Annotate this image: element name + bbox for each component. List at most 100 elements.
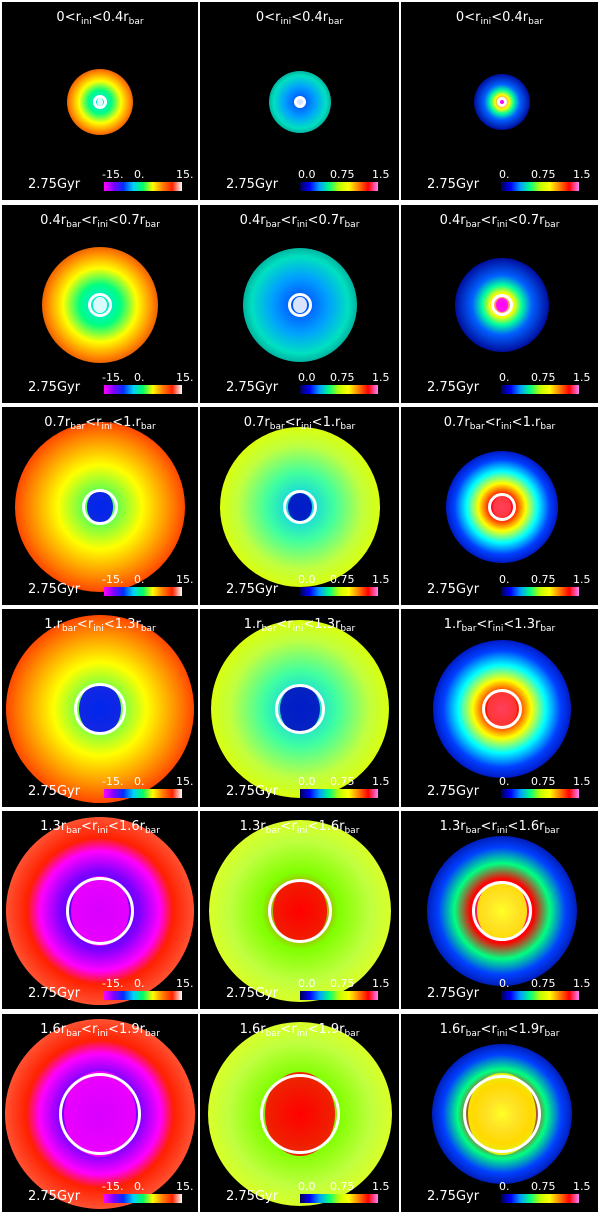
map-panel: 0.4rbar<rini<0.7rbar 2.75Gyr 0.0 0.75 1.5: [200, 205, 399, 403]
bar-radius-circle: [490, 294, 513, 316]
colorbar-tick-label: 0.75: [330, 573, 355, 586]
bar-radius-circle: [496, 97, 507, 107]
title-text: 0.7r: [518, 213, 545, 228]
bar-radius-circle: [481, 689, 522, 729]
colorbar-tick-label: 1.5: [372, 168, 390, 181]
title-subscript: bar: [540, 624, 556, 634]
less-than-symbol: <: [511, 415, 523, 430]
colorbar-tick-label: 0.: [134, 573, 145, 586]
colorbar-tick-label: 1.5: [372, 775, 390, 788]
colorbar-tick-label: 0.75: [531, 775, 556, 788]
map-panel: 1.6rbar<rini<1.9rbar 2.75Gyr -15. 0. 15.: [2, 1014, 198, 1212]
bar-radius-circle: [74, 683, 126, 735]
title-text: r: [291, 213, 297, 228]
less-than-symbol: <: [476, 617, 488, 632]
title-subscript: ini: [296, 826, 308, 836]
map-panel: 1.6rbar<rini<1.9rbar 2.75Gyr 0.0 0.75 1.5: [200, 1014, 399, 1212]
colorbar: [104, 789, 182, 798]
colorbar-tick-label: 0.: [499, 573, 510, 586]
title-text: 1.3r: [314, 617, 341, 632]
colorbar-tick-label: 15.: [176, 1180, 194, 1193]
title-text: 0.7r: [318, 213, 345, 228]
colorbar: [104, 991, 182, 1000]
time-label: 2.75Gyr: [28, 177, 81, 192]
colorbar-tick-label: 1.5: [573, 977, 591, 990]
colorbar: [300, 991, 378, 1000]
time-label: 2.75Gyr: [28, 582, 81, 597]
map-panel: 1.6rbar<rini<1.9rbar 2.75Gyr 0. 0.75 1.5: [401, 1014, 598, 1212]
time-label: 2.75Gyr: [226, 582, 279, 597]
title-subscript: bar: [140, 422, 156, 432]
colorbar-tick-labels: 0.0 0.75 1.5: [298, 1180, 390, 1194]
colorbar: [501, 587, 579, 596]
colorbar-tick-label: 0.75: [330, 371, 355, 384]
less-than-symbol: <: [76, 617, 88, 632]
colorbar-tick-label: -15.: [102, 775, 124, 788]
colorbar-tick-label: 0.75: [330, 775, 355, 788]
panel-title: 1.3rbar<rini<1.6rbar: [401, 819, 598, 836]
title-subscript: bar: [544, 220, 560, 230]
title-text: r: [91, 819, 98, 834]
time-label: 2.75Gyr: [427, 784, 480, 799]
colorbar-tick-labels: 0.0 0.75 1.5: [298, 168, 390, 182]
colorbar-tick-label: 15.: [176, 371, 194, 384]
title-subscript: ini: [296, 1029, 308, 1039]
less-than-symbol: <: [85, 415, 97, 430]
title-subscript: bar: [344, 220, 360, 230]
map-panel: 1.3rbar<rini<1.6rbar 2.75Gyr 0.0 0.75 1.5: [200, 811, 399, 1009]
title-subscript: bar: [265, 220, 281, 230]
less-than-symbol: <: [280, 819, 292, 834]
time-label: 2.75Gyr: [427, 1189, 480, 1204]
title-text: 0.7r: [44, 415, 71, 430]
colorbar-tick-labels: -15. 0. 15.: [102, 1180, 194, 1194]
title-text: 1.3r: [40, 819, 67, 834]
colorbar: [501, 789, 579, 798]
colorbar-tick-label: 0.75: [531, 1180, 556, 1193]
title-text: 1.r: [44, 617, 62, 632]
map-panel: 1.3rbar<rini<1.6rbar 2.75Gyr 0. 0.75 1.5: [401, 811, 598, 1009]
colorbar-tick-label: 15.: [176, 977, 194, 990]
title-text: 1.6r: [40, 1022, 67, 1037]
colorbar-tick-labels: 0. 0.75 1.5: [499, 1180, 591, 1194]
map-panel: 0.4rbar<rini<0.7rbar 2.75Gyr -15. 0. 15.: [2, 205, 198, 403]
colorbar-tick-labels: 0.0 0.75 1.5: [298, 775, 390, 789]
colorbar: [300, 385, 378, 394]
title-subscript: bar: [70, 422, 86, 432]
bar-radius-circle: [287, 293, 312, 317]
colorbar-tick-label: 0.: [134, 775, 145, 788]
panel-row: 1.rbar<rini<1.3rbar 2.75Gyr -15. 0. 15. 1.rba…: [0, 609, 600, 807]
colorbar-tick-label: 0.: [499, 371, 510, 384]
title-text: r: [495, 415, 501, 430]
title-text: 0.7r: [243, 415, 270, 430]
map-panel: 1.rbar<rini<1.3rbar 2.75Gyr -15. 0. 15.: [2, 609, 198, 807]
panel-title: 0<rini<0.4rbar: [401, 10, 598, 27]
less-than-symbol: <: [280, 1022, 292, 1037]
less-than-symbol: <: [276, 617, 288, 632]
map-panel: 1.3rbar<rini<1.6rbar 2.75Gyr -15. 0. 15.: [2, 811, 198, 1009]
colorbar: [300, 789, 378, 798]
bar-radius-circle: [82, 489, 118, 525]
less-than-symbol: <: [280, 213, 292, 228]
colorbar: [300, 587, 378, 596]
panel-title: 1.3rbar<rini<1.6rbar: [200, 819, 399, 836]
less-than-symbol: <: [108, 213, 119, 228]
title-text: 0: [455, 10, 465, 25]
time-label: 2.75Gyr: [28, 1189, 81, 1204]
bar-radius-circle: [282, 490, 317, 524]
title-text: 0.4r: [439, 213, 466, 228]
colorbar-tick-label: -15.: [102, 1180, 124, 1193]
title-text: r: [491, 213, 497, 228]
less-than-symbol: <: [307, 1022, 319, 1037]
less-than-symbol: <: [507, 213, 519, 228]
title-subscript: ini: [97, 220, 109, 230]
colorbar-tick-label: 0.: [134, 1180, 145, 1193]
less-than-symbol: <: [81, 213, 92, 228]
map-panel: 0.4rbar<rini<0.7rbar 2.75Gyr 0. 0.75 1.5: [401, 205, 598, 403]
colorbar-tick-label: 0.: [499, 977, 510, 990]
title-text: 0.7r: [443, 415, 470, 430]
title-text: 0.4r: [502, 10, 529, 25]
colorbar-tick-label: 1.5: [372, 371, 390, 384]
time-label: 2.75Gyr: [28, 784, 81, 799]
bar-radius-circle: [267, 879, 332, 943]
bar-radius-circle: [471, 881, 532, 941]
